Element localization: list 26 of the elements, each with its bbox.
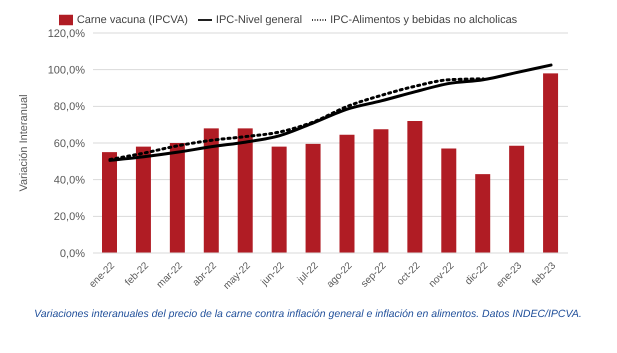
bar (136, 146, 151, 253)
bar (272, 146, 287, 253)
bar (475, 174, 490, 253)
y-tick-label: 80,0% (54, 101, 86, 114)
y-tick-label: 40,0% (54, 174, 86, 187)
bar (306, 144, 321, 253)
y-axis-title: Variación Interanual (18, 94, 30, 192)
bar (441, 148, 456, 253)
y-tick-label: 0,0% (60, 248, 86, 260)
bar (238, 128, 253, 253)
legend-label: IPC-Nivel general (216, 14, 302, 26)
y-tick-label: 120,0% (48, 28, 86, 40)
bar (407, 121, 422, 253)
legend-label: Carne vacuna (IPCVA) (76, 14, 188, 26)
bar (204, 128, 219, 253)
y-tick-label: 20,0% (54, 211, 86, 224)
bar (543, 73, 558, 253)
bar (509, 146, 524, 253)
bar (373, 129, 388, 253)
y-tick-label: 100,0% (48, 64, 86, 77)
bar (340, 134, 354, 253)
y-tick-label: 60,0% (54, 138, 86, 150)
text: Variaciones interanuales del precio de la carne contra inflación general e inflación en alimentos. Datos INDEC/IPCVA. (33, 308, 583, 320)
legend-label: IPC-Alimentos y bebidas no alcholicas (330, 14, 518, 26)
bar (102, 152, 117, 253)
bar (170, 143, 185, 253)
